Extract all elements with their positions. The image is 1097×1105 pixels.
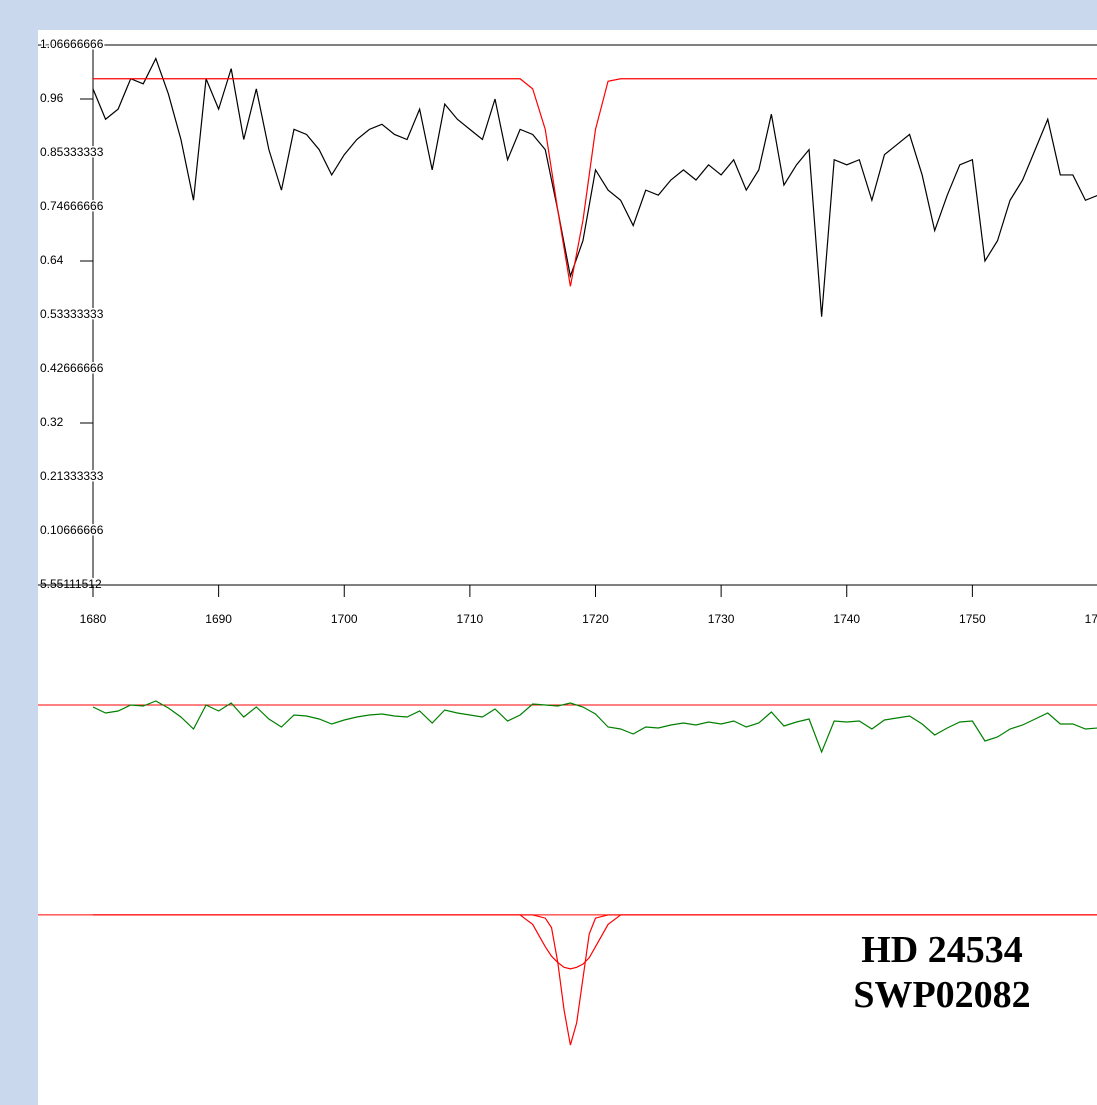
y-tick-label: 0.85333333 [40,145,104,159]
y-tick-label: 0.42666666 [40,361,104,375]
y-tick-label: 0.96 [40,91,64,105]
annotation: HD 24534 [861,929,1023,971]
annotation: SWP02082 [853,974,1030,1016]
y-tick-label: 0.21333333 [40,469,104,483]
series-line [92,56,1097,317]
x-tick-label: 1740 [833,612,860,626]
y-tick-label: 0.32 [40,415,64,429]
x-tick-label: 1680 [80,612,107,626]
x-tick-label: 1700 [331,612,358,626]
x-tick-label: 1690 [205,612,232,626]
y-tick-label: 0.64 [40,253,64,267]
plot-canvas [38,30,1097,1105]
x-tick-label: 1720 [582,612,609,626]
x-tick-label: 1710 [457,612,484,626]
x-tick-label: 1760 [1085,612,1097,626]
y-tick-label: 0.53333333 [40,307,104,321]
x-tick-label: 1750 [959,612,986,626]
series-line [92,700,1097,754]
series-line [93,914,1097,1046]
x-tick-label: 1730 [708,612,735,626]
y-tick-label: 1.06666666 [40,37,104,51]
plots: 5.55111512 0.10666666 0.21333333 0.32 0.4266… [38,36,1097,1046]
y-tick-label: 5.55111512 [40,577,102,591]
y-tick-label: 0.10666666 [40,523,104,537]
y-tick-label: 0.74666666 [40,199,104,213]
series-line [93,78,1097,287]
series-line [93,914,1097,970]
